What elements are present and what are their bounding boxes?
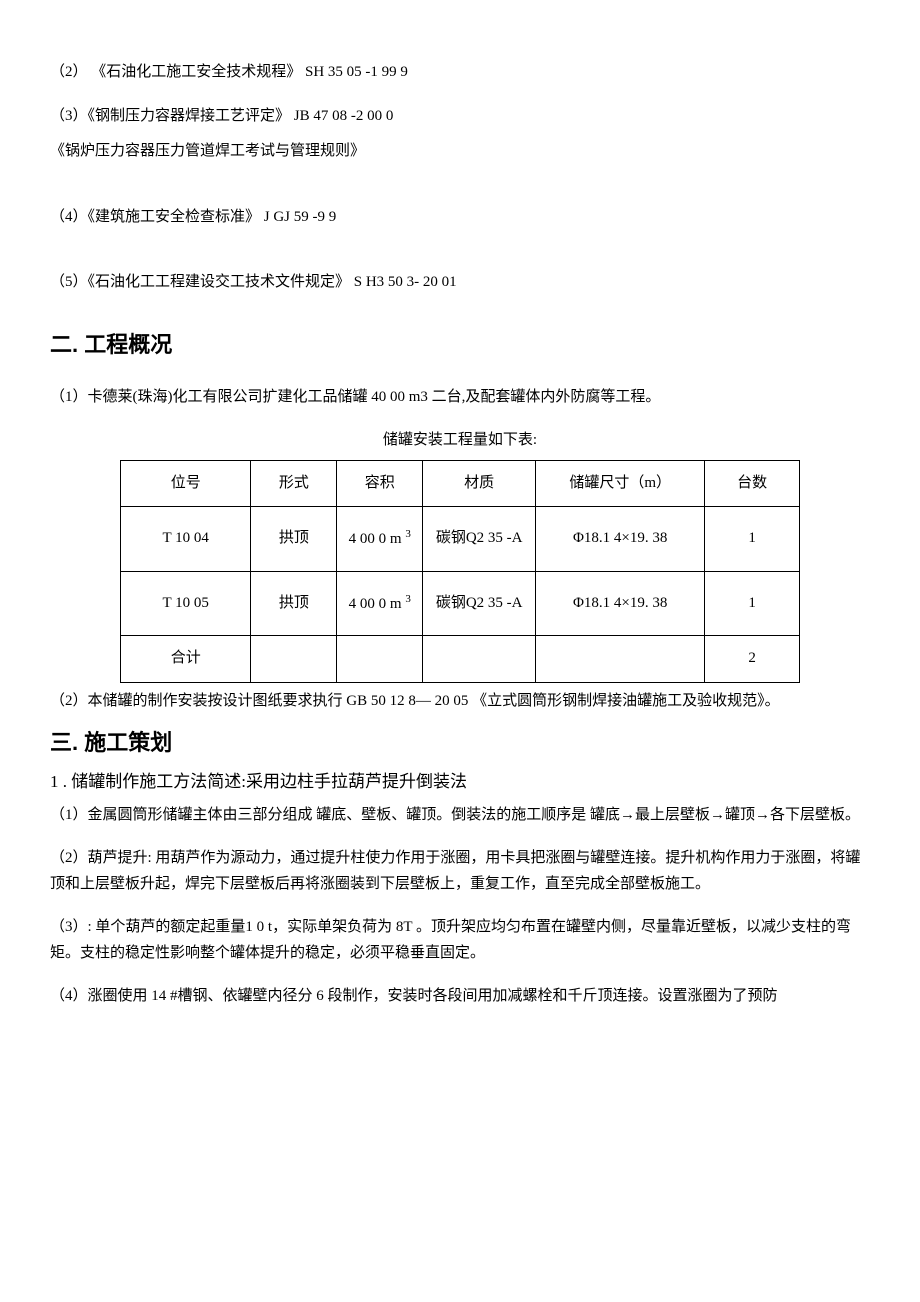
- cell-vol: 4 00 0 m 3: [337, 571, 423, 636]
- section3-p4: （4）涨圈使用 14 #槽钢、依罐壁内径分 6 段制作，安装时各段间用加减螺栓和…: [50, 984, 870, 1010]
- cell-empty: [423, 636, 536, 683]
- ref-item-3b: 《锅炉压力容器压力管道焊工考试与管理规则》: [50, 139, 870, 165]
- table-row: T 10 05 拱顶 4 00 0 m 3 碳钢Q2 35 -A Φ18.1 4…: [121, 571, 800, 636]
- cell-mat: 碳钢Q2 35 -A: [423, 507, 536, 572]
- cell-form: 拱顶: [251, 507, 337, 572]
- section3-p1: （1）金属圆筒形储罐主体由三部分组成 罐底、壁板、罐顶。倒装法的施工顺序是 罐底…: [50, 803, 870, 829]
- th-pos: 位号: [121, 460, 251, 507]
- heading-section-3: 三. 施工策划: [50, 724, 870, 761]
- ref-item-3: （3）《钢制压力容器焊接工艺评定》 JB 47 08 -2 00 0: [50, 104, 870, 130]
- th-vol: 容积: [337, 460, 423, 507]
- th-form: 形式: [251, 460, 337, 507]
- cell-empty: [251, 636, 337, 683]
- th-cnt: 台数: [705, 460, 800, 507]
- section3-p3: （3）: 单个葫芦的额定起重量1 0 t，实际单架负荷为 8T 。顶升架应均匀布…: [50, 915, 870, 966]
- cell-empty: [536, 636, 705, 683]
- tank-table: 位号 形式 容积 材质 储罐尺寸（m） 台数 T 10 04 拱顶 4 00 0…: [120, 460, 800, 683]
- section3-p2: （2）葫芦提升: 用葫芦作为源动力，通过提升柱使力作用于涨圈，用卡具把涨圈与罐壁…: [50, 846, 870, 897]
- table-header-row: 位号 形式 容积 材质 储罐尺寸（m） 台数: [121, 460, 800, 507]
- cell-mat: 碳钢Q2 35 -A: [423, 571, 536, 636]
- cell-total-cnt: 2: [705, 636, 800, 683]
- cell-total-label: 合计: [121, 636, 251, 683]
- section3-sub1: 1 . 储罐制作施工方法简述:采用边柱手拉葫芦提升倒装法: [50, 768, 870, 797]
- cell-dim: Φ18.1 4×19. 38: [536, 571, 705, 636]
- cell-vol: 4 00 0 m 3: [337, 507, 423, 572]
- heading-section-2: 二. 工程概况: [50, 326, 870, 363]
- table-row: T 10 04 拱顶 4 00 0 m 3 碳钢Q2 35 -A Φ18.1 4…: [121, 507, 800, 572]
- table-caption: 储罐安装工程量如下表:: [50, 428, 870, 454]
- ref-item-5: （5）《石油化工工程建设交工技术文件规定》 S H3 50 3- 20 01: [50, 270, 870, 296]
- section2-p2: （2）本储罐的制作安装按设计图纸要求执行 GB 50 12 8— 20 05 《…: [50, 689, 870, 715]
- th-dim: 储罐尺寸（m）: [536, 460, 705, 507]
- cell-pos: T 10 05: [121, 571, 251, 636]
- ref-item-4: （4）《建筑施工安全检查标准》 J GJ 59 -9 9: [50, 205, 870, 231]
- section2-p1: （1）卡德莱(珠海)化工有限公司扩建化工品储罐 40 00 m3 二台,及配套罐…: [50, 385, 870, 411]
- cell-pos: T 10 04: [121, 507, 251, 572]
- cell-form: 拱顶: [251, 571, 337, 636]
- table-total-row: 合计 2: [121, 636, 800, 683]
- cell-cnt: 1: [705, 507, 800, 572]
- ref-item-2: （2） 《石油化工施工安全技术规程》 SH 35 05 -1 99 9: [50, 60, 870, 86]
- cell-dim: Φ18.1 4×19. 38: [536, 507, 705, 572]
- cell-empty: [337, 636, 423, 683]
- th-mat: 材质: [423, 460, 536, 507]
- cell-cnt: 1: [705, 571, 800, 636]
